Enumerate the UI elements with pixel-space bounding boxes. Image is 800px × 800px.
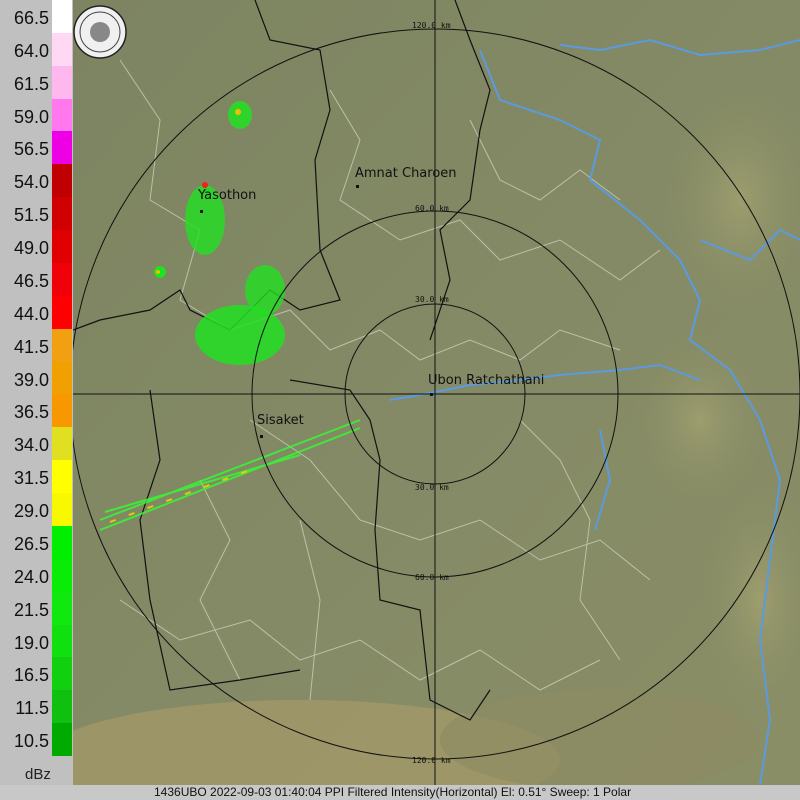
color-scale-legend: 66.5 64.0 61.5 59.0 56.5 54.0 51.5 49.0 46.5 44.0… <box>0 0 73 800</box>
color-scale-label: 41.5 <box>13 336 49 357</box>
district-boundaries <box>119 59 661 701</box>
color-scale-segment <box>52 591 72 625</box>
color-scale-label: 39.0 <box>13 369 49 390</box>
color-scale-segment <box>52 657 72 691</box>
color-scale-label: 51.5 <box>13 205 49 226</box>
rivers <box>389 38 800 785</box>
color-scale-segment <box>52 197 72 231</box>
color-scale-segment <box>52 723 72 757</box>
color-scale-segment <box>52 262 72 297</box>
color-scale-bar <box>52 0 72 757</box>
city-marker-sisaket <box>260 435 263 438</box>
color-scale-label: 56.5 <box>13 139 49 160</box>
color-scale-segment <box>52 427 72 461</box>
color-scale-segment <box>52 558 72 593</box>
city-marker-amnat-charoen <box>356 185 359 188</box>
radar-map[interactable]: 30.0 km 30.0 km 60.0 km 60.0 km 120.0 km… <box>73 0 800 785</box>
color-scale-label: 54.0 <box>13 172 49 193</box>
city-label-yasothon: Yasothon <box>197 188 256 203</box>
color-scale-label: 46.5 <box>13 270 49 291</box>
ring-label-120-top: 120.0 km <box>412 21 451 30</box>
color-scale-label: 44.0 <box>13 303 49 324</box>
city-marker-yasothon <box>200 210 203 213</box>
legend-unit: dBz <box>25 766 51 783</box>
color-scale-segment <box>52 361 72 395</box>
terrain-relief <box>73 80 800 785</box>
color-scale-label: 31.5 <box>13 468 49 489</box>
color-scale-label: 19.0 <box>13 632 49 653</box>
color-scale-segment <box>52 164 72 198</box>
color-scale-label: 64.0 <box>13 40 49 61</box>
color-scale-label: 66.5 <box>13 8 49 28</box>
color-scale-label: 10.5 <box>13 731 49 752</box>
ring-label-60-bottom: 60.0 km <box>415 573 449 582</box>
color-scale-label: 49.0 <box>13 238 49 259</box>
color-scale-segment <box>52 295 72 330</box>
city-label-amnat-charoen: Amnat Charoen <box>355 166 457 181</box>
color-scale-segment <box>52 525 72 560</box>
ring-label-30-bottom: 30.0 km <box>415 483 449 492</box>
color-scale-segment <box>52 65 72 100</box>
ring-label-120-bottom: 120.0 km <box>412 756 451 765</box>
color-scale-segment <box>52 460 72 494</box>
color-scale-segment <box>52 131 72 165</box>
color-scale-label: 16.5 <box>13 665 49 686</box>
color-scale-segment <box>52 328 72 363</box>
color-scale-segment <box>52 98 72 132</box>
color-scale-label: 11.5 <box>15 698 49 719</box>
color-scale-segment <box>52 230 72 264</box>
color-scale-segment <box>52 32 72 67</box>
color-scale-segment <box>52 690 72 724</box>
range-rings <box>73 0 800 785</box>
color-scale-label: 36.5 <box>13 402 49 423</box>
ring-label-60-top: 60.0 km <box>415 204 449 213</box>
ring-label-30-top: 30.0 km <box>415 295 449 304</box>
range-ring-labels: 30.0 km 30.0 km 60.0 km 60.0 km 120.0 km… <box>412 21 451 765</box>
color-scale-label: 34.0 <box>13 435 49 456</box>
color-scale-segment <box>52 624 72 658</box>
agency-seal-icon <box>73 5 127 59</box>
city-label-ubon-ratchathani: Ubon Ratchathani <box>428 373 544 388</box>
radar-site-marker <box>430 393 433 396</box>
status-caption: 1436UBO 2022-09-03 01:40:04 PPI Filtered… <box>0 785 800 800</box>
province-boundaries <box>73 0 491 721</box>
caption-text: 1436UBO 2022-09-03 01:40:04 PPI Filtered… <box>154 785 632 799</box>
color-scale-label: 61.5 <box>13 73 49 94</box>
precipitation-echoes <box>99 101 361 531</box>
city-markers: Amnat Charoen Yasothon Ubon Ratchathani … <box>197 166 544 438</box>
color-scale-segment <box>52 493 72 527</box>
color-scale-label: 59.0 <box>13 106 49 127</box>
color-scale-label: 26.5 <box>13 533 49 554</box>
city-label-sisaket: Sisaket <box>257 413 304 428</box>
color-scale-segment <box>52 0 72 34</box>
color-scale-label: 24.0 <box>13 566 49 587</box>
color-scale-label: 21.5 <box>13 599 49 620</box>
color-scale-label: 29.0 <box>13 501 49 522</box>
color-scale-segment <box>52 394 72 428</box>
